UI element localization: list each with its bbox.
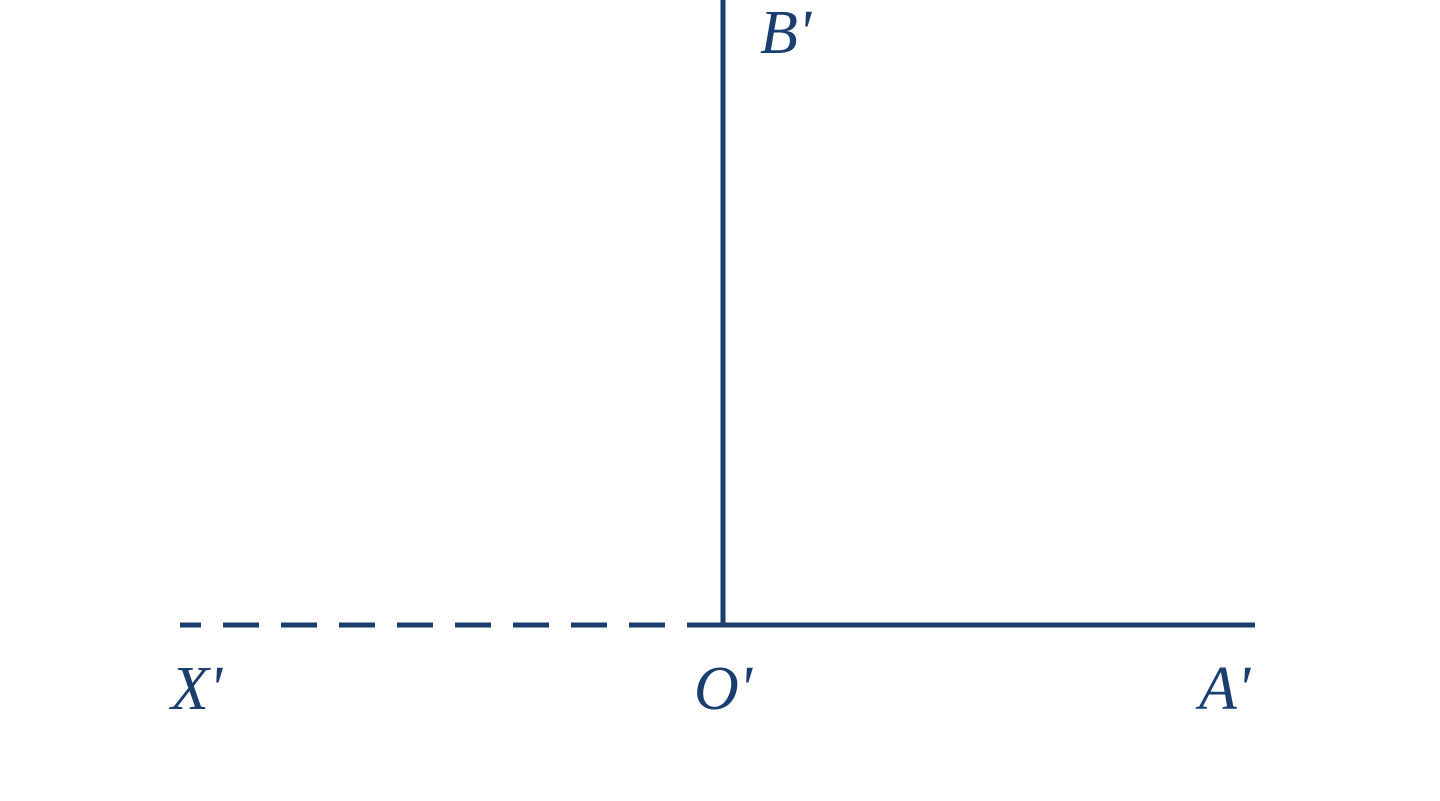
label-O-prime: O' [694, 654, 752, 725]
geometry-diagram: B' X' O' A' [0, 0, 1440, 796]
label-B-prime: B' [760, 0, 811, 69]
label-A-prime: A' [1199, 654, 1250, 725]
label-X-prime: X' [171, 654, 222, 725]
